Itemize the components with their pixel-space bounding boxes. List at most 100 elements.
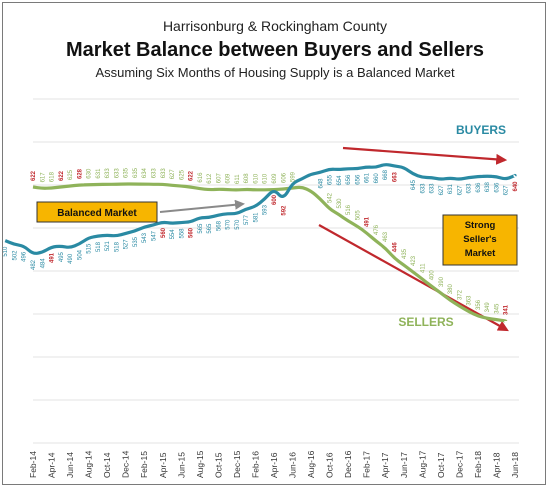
buyers-data-label: 633: [467, 183, 473, 194]
sellers-data-label: 516: [346, 204, 352, 215]
strong-label-line1: Strong: [465, 220, 496, 231]
buyers-data-label: 504: [77, 249, 83, 260]
sellers-data-label: 505: [355, 210, 361, 221]
sellers-data-label: 606: [281, 172, 287, 183]
sellers-data-label: 633: [114, 168, 120, 179]
buyers-data-label: 656: [346, 174, 352, 185]
strong-label-line2: Seller's: [463, 234, 496, 245]
sellers-data-label: 411: [420, 263, 426, 273]
x-tick-label: Feb-17: [362, 451, 372, 478]
sellers-data-label: 631: [96, 168, 102, 179]
buyers-data-label: 558: [179, 228, 185, 239]
sellers-data-label: 628: [77, 168, 83, 179]
buyers-data-label: 496: [22, 251, 28, 262]
buyers-data-label: 515: [87, 243, 93, 254]
buyers-data-label: 518: [114, 241, 120, 252]
strong-sellers-market-box: Strong Seller's Market: [442, 214, 518, 266]
buyers-data-label: 570: [235, 219, 241, 230]
buyers-data-label: 554: [170, 229, 176, 240]
x-tick-label: Feb-18: [473, 451, 483, 478]
buyers-data-label: 565: [207, 223, 213, 234]
buyers-data-label: 636: [495, 182, 501, 193]
x-tick-label: Jun-16: [288, 452, 298, 478]
buyers-data-label: 543: [142, 232, 148, 243]
buyers-data-label: 568: [216, 220, 222, 231]
sellers-data-label: 542: [328, 192, 334, 203]
sellers-data-label: 633: [161, 168, 167, 179]
sellers-data-label: 633: [105, 168, 111, 179]
sellers-data-label: 356: [476, 299, 482, 310]
sellers-data-label: 530: [337, 198, 343, 209]
legend-sellers-label: SELLERS: [398, 315, 453, 329]
buyers-trend-arrow: [342, 146, 508, 165]
buyers-data-label: 560: [161, 227, 167, 238]
buyers-data-label: 654: [337, 175, 343, 186]
x-tick-label: Jun-14: [65, 452, 75, 478]
buyers-data-label: 521: [105, 240, 111, 251]
strong-label-line3: Market: [465, 248, 496, 259]
sellers-data-label: 476: [374, 224, 380, 235]
buyers-data-label: 560: [189, 227, 195, 238]
x-tick-label: Apr-16: [269, 452, 279, 478]
x-tick-label: Jun-18: [510, 452, 520, 478]
sellers-data-label: 363: [467, 295, 473, 306]
buyers-data-label: 645: [411, 179, 417, 190]
buyers-data-label: 510: [3, 246, 9, 257]
x-tick-label: Apr-17: [380, 452, 390, 478]
buyers-data-label: 661: [365, 172, 371, 183]
buyers-data-label: 577: [244, 214, 250, 225]
buyers-data-label: 593: [263, 204, 269, 215]
x-tick-label: Jun-15: [176, 452, 186, 478]
buyers-data-label: 527: [124, 239, 130, 250]
chart-frame: Harrisonburg & Rockingham County Market …: [2, 2, 546, 485]
sellers-data-label: 341: [504, 304, 510, 315]
buyers-data-label: 581: [254, 212, 260, 223]
x-tick-label: Apr-18: [492, 452, 502, 478]
chart-title: Market Balance between Buyers and Seller…: [66, 39, 484, 61]
sellers-data-label: 607: [216, 173, 222, 184]
sellers-data-label: 390: [439, 276, 445, 287]
sellers-data-label: 611: [235, 174, 241, 184]
buyers-data-label: 565: [198, 223, 204, 234]
buyers-data-label: 627: [439, 185, 445, 196]
x-tick-label: Aug-16: [306, 450, 316, 478]
buyers-data-label: 660: [374, 173, 380, 184]
sellers-data-label: 627: [170, 169, 176, 180]
x-tick-label: Feb-15: [139, 451, 149, 478]
sellers-data-label: 380: [448, 284, 454, 295]
x-tick-label: Oct-17: [436, 452, 446, 478]
buyers-data-label: 491: [50, 252, 56, 263]
buyers-data-label: 638: [485, 181, 491, 192]
sellers-data-label: 446: [393, 242, 399, 253]
buyers-data-label: 627: [457, 185, 463, 196]
x-tick-label: Feb-14: [28, 451, 38, 478]
x-tick-label: Oct-16: [325, 452, 335, 478]
buyers-data-label: 633: [430, 183, 436, 194]
chart-title-line1: Harrisonburg & Rockingham County: [163, 18, 387, 34]
sellers-data-label: 617: [40, 172, 46, 183]
sellers-data-label: 372: [457, 289, 463, 300]
sellers-data-label: 610: [263, 173, 269, 184]
sellers-data-label: 491: [365, 216, 371, 227]
sellers-data-label: 630: [87, 168, 93, 179]
buyers-data-label: 648: [318, 178, 324, 189]
annotations: [159, 146, 509, 332]
sellers-data-label: 635: [133, 167, 139, 178]
sellers-line: [32, 182, 508, 323]
x-axis-tick-labels: Feb-14 Apr-14 Jun-14 Aug-14 Oct-14 Dec-14 Feb-…: [28, 450, 520, 478]
buyers-data-label: 495: [59, 251, 65, 262]
sellers-data-label: 622: [59, 170, 65, 181]
buyers-data-label: 592: [281, 205, 287, 216]
buyers-data-label: 502: [13, 250, 19, 261]
buyers-data-label: 636: [476, 182, 482, 193]
series-lines: [4, 163, 517, 323]
sellers-data-label: 599: [291, 171, 297, 182]
sellers-data-label: 345: [495, 303, 501, 314]
sellers-data-label: 612: [207, 173, 213, 184]
x-tick-label: Oct-14: [102, 452, 112, 478]
buyers-data-label: 482: [31, 259, 37, 270]
buyers-data-label: 633: [420, 183, 426, 194]
sellers-data-label: 635: [124, 167, 130, 178]
buyers-data-label: 640: [513, 181, 519, 192]
